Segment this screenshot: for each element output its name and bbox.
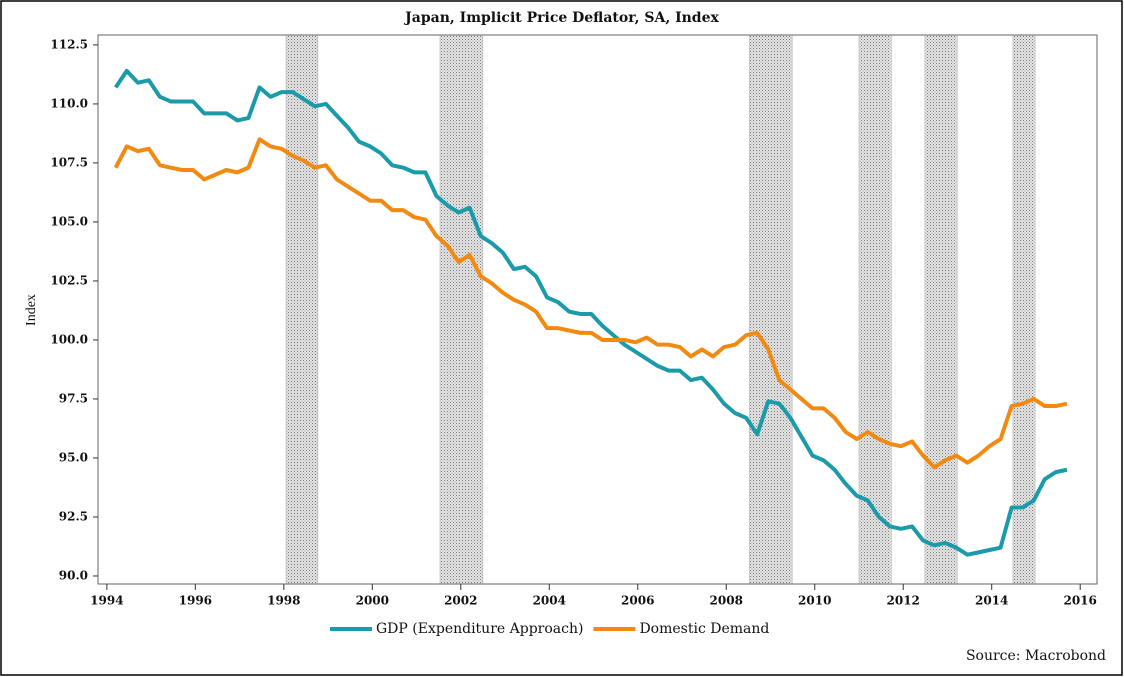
plot-area [97,34,1098,585]
x-tick-label: 2000 [356,594,389,608]
x-tick-label: 2014 [975,594,1008,608]
x-tick-label: 1998 [267,594,300,608]
y-tick-label: 90.0 [59,568,88,582]
y-tick-label: 112.5 [50,37,88,51]
y-tick-label: 92.5 [59,509,88,523]
recession-band [439,34,484,585]
y-tick-label: 102.5 [50,273,88,287]
chart-title: Japan, Implicit Price Deflator, SA, Inde… [403,10,719,26]
y-tick-label: 105.0 [50,214,88,228]
recession-band [285,34,319,585]
y-tick-label: 97.5 [59,391,88,405]
legend-label: GDP (Expenditure Approach) [376,621,583,637]
x-tick-label: 2010 [798,594,831,608]
x-tick-label: 2004 [533,594,566,608]
y-tick-label: 110.0 [50,96,88,110]
recession-band [749,34,793,585]
series-line [113,137,1068,470]
x-tick-label: 2012 [887,594,920,608]
source: Source: Macrobond [966,648,1106,664]
x-tick-label: 2002 [444,594,477,608]
y-tick-label: 95.0 [59,450,88,464]
recession-band [924,34,958,585]
x-tick-label: 2006 [621,594,654,608]
y-axis-label: Index [24,294,39,326]
legend-label: Domestic Demand [639,621,769,637]
x-tick-label: 1996 [179,594,212,608]
y-tick-label: 107.5 [50,155,88,169]
x-tick-label: 2008 [710,594,743,608]
y-tick-label: 100.0 [50,332,88,346]
series-line [114,68,1068,557]
x-tick-label: 2016 [1063,594,1096,608]
recession-band [858,34,892,585]
x-tick-label: 1994 [90,594,123,608]
